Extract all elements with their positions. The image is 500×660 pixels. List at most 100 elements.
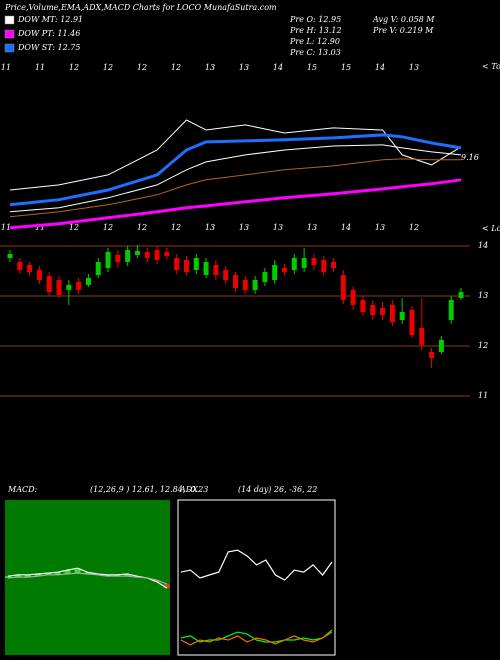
line-series xyxy=(9,119,462,191)
adx-subtitle: (14 day) 26, -36, 22 xyxy=(238,485,317,494)
chart-title: Price,Volume,EMA,ADX,MACD Charts for LOC… xyxy=(4,3,277,12)
y-tick-label: 13 xyxy=(478,291,488,300)
lows-date: 13 xyxy=(375,223,385,232)
lows-date: 13 xyxy=(273,223,283,232)
macd-histogram xyxy=(54,572,61,575)
line-series xyxy=(9,158,461,218)
candle-body xyxy=(144,252,150,258)
legend-swatch xyxy=(4,29,15,39)
candle-body xyxy=(438,340,444,352)
tops-date: 15 xyxy=(307,63,317,72)
stat: Pre V: 0.219 M xyxy=(372,26,434,35)
y-tick-label: 14 xyxy=(478,241,488,250)
candle-body xyxy=(389,305,395,322)
y-tick-label: 12 xyxy=(478,341,488,350)
legend-label: DOW PT: 11.46 xyxy=(17,29,80,38)
candle-body xyxy=(262,272,268,282)
tops-date: 14 xyxy=(375,63,385,72)
candle-body xyxy=(193,258,199,270)
candle-body xyxy=(27,265,33,272)
adx-title: ADX xyxy=(179,485,198,494)
candle-body xyxy=(223,270,229,280)
line-series xyxy=(180,629,333,643)
candle-body xyxy=(311,258,317,265)
tops-date: 11 xyxy=(35,63,45,72)
candle-body xyxy=(85,278,91,285)
macd-histogram xyxy=(104,574,111,577)
macd-subtitle: (12,26,9 ) 12.61, 12.84, -0.23 xyxy=(90,485,208,494)
macd-title: MACD: xyxy=(7,485,38,494)
value-label: 9.16 xyxy=(461,153,479,162)
tops-date: 12 xyxy=(69,63,79,72)
tops-date: 12 xyxy=(137,63,147,72)
candle-body xyxy=(174,258,180,270)
legend-swatch xyxy=(4,43,15,53)
legend-label: DOW ST: 12.75 xyxy=(17,43,80,52)
lows-date: 13 xyxy=(239,223,249,232)
line-series xyxy=(9,178,462,230)
tops-date: 12 xyxy=(103,63,113,72)
candle-body xyxy=(282,268,288,272)
legend-label: DOW MT: 12.91 xyxy=(17,15,83,24)
macd-histogram xyxy=(34,573,41,577)
candle-body xyxy=(36,270,42,280)
candle-body xyxy=(154,250,160,260)
candle-body xyxy=(350,290,356,305)
tops-date: 13 xyxy=(239,63,249,72)
candle-body xyxy=(46,276,52,292)
tops-date: 14 xyxy=(273,63,283,72)
candle-body xyxy=(242,280,248,290)
macd-histogram xyxy=(64,569,71,574)
candle-body xyxy=(272,265,278,280)
lows-date: 13 xyxy=(307,223,317,232)
macd-histogram xyxy=(84,572,91,574)
tops-label: < Tops xyxy=(482,62,500,71)
candle-body xyxy=(340,275,346,300)
macd-histogram xyxy=(124,573,131,577)
candle-body xyxy=(360,300,366,312)
candle-body xyxy=(183,260,189,272)
stat: Pre C: 13.03 xyxy=(289,48,341,57)
lows-date: 12 xyxy=(409,223,419,232)
candle-body xyxy=(399,312,405,320)
stat: Pre H: 13.12 xyxy=(289,26,342,35)
candle-body xyxy=(203,262,209,275)
lows-label: < Lows xyxy=(482,224,500,233)
candle-body xyxy=(95,262,101,275)
macd-histogram xyxy=(5,576,11,578)
candle-body xyxy=(458,292,464,298)
line-series xyxy=(7,572,168,585)
candle-body xyxy=(380,308,386,315)
macd-histogram xyxy=(24,574,31,578)
lows-date: 14 xyxy=(341,223,351,232)
candle-body xyxy=(105,252,111,268)
candle-body xyxy=(252,280,258,290)
candle-body xyxy=(301,258,307,268)
candle-body xyxy=(76,282,82,290)
candle-body xyxy=(370,305,376,315)
lows-date: 11 xyxy=(1,223,11,232)
candle-body xyxy=(134,251,140,255)
line-series xyxy=(180,631,333,646)
panel-background xyxy=(177,499,336,656)
macd-histogram xyxy=(14,574,21,578)
candle-body xyxy=(213,265,219,275)
candle-body xyxy=(56,280,62,295)
candle-body xyxy=(409,310,415,335)
line-series xyxy=(9,144,462,213)
lows-date: 13 xyxy=(205,223,215,232)
candle-body xyxy=(233,275,238,288)
tops-date: 15 xyxy=(341,63,351,72)
line-series xyxy=(9,133,462,207)
lows-date: 12 xyxy=(137,223,147,232)
candle-body xyxy=(115,255,121,262)
candle-body xyxy=(291,258,297,270)
candle-body xyxy=(448,300,454,320)
legend-swatch xyxy=(4,15,15,25)
candle-body xyxy=(331,262,337,268)
tops-date: 13 xyxy=(409,63,419,72)
candle-body xyxy=(429,352,435,358)
tops-date: 13 xyxy=(205,63,215,72)
macd-histogram xyxy=(154,580,161,582)
